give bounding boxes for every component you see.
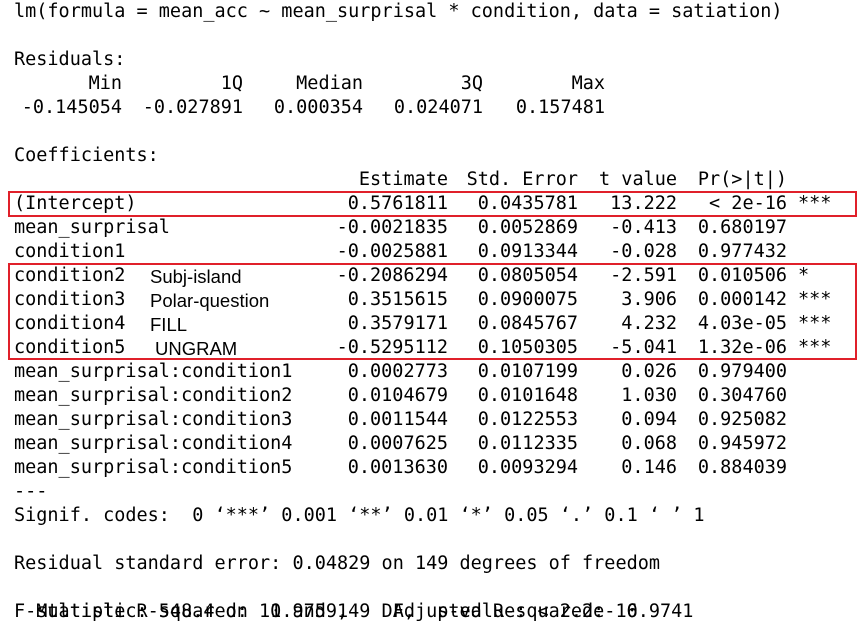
coefficient-estimate: 0.0104679 (347, 385, 448, 406)
condition-annotation: Subj-island (150, 266, 242, 287)
coefficient-std-error: 0.0805054 (477, 265, 578, 286)
residuals-header-cell: 1Q (220, 73, 243, 94)
coefficient-p-value: 0.010506 (697, 265, 787, 286)
coefficient-p-value: 0.884039 (697, 457, 787, 478)
coefficient-name: mean_surprisal:condition1 (14, 361, 293, 382)
coefficient-t-value: 3.906 (621, 289, 677, 310)
coefficient-t-value: -0.028 (610, 241, 677, 262)
coefficient-std-error: 0.0093294 (477, 457, 578, 478)
residuals-value-cell: -0.027891 (142, 97, 243, 118)
coefficients-header-cell: Pr(>|t|) (697, 169, 787, 190)
coefficient-std-error: 0.1050305 (477, 337, 578, 358)
coefficient-t-value: -5.041 (610, 337, 677, 358)
residuals-value-cell: -0.145054 (21, 97, 122, 118)
coefficient-std-error: 0.0913344 (477, 241, 578, 262)
residuals-title: Residuals: (14, 49, 126, 70)
coefficient-estimate: -0.0025881 (336, 241, 448, 262)
coefficient-std-error: 0.0435781 (477, 193, 578, 214)
conditions-highlight-box (8, 263, 857, 360)
coefficients-header-cell: Estimate (358, 169, 448, 190)
coefficient-t-value: 0.026 (621, 361, 677, 382)
coefficient-estimate: 0.0011544 (347, 409, 448, 430)
coefficient-name: (Intercept) (14, 193, 137, 214)
significance-stars: *** (798, 313, 832, 334)
coefficient-std-error: 0.0845767 (477, 313, 578, 334)
coefficient-std-error: 0.0052869 (477, 217, 578, 238)
condition-annotation: Polar-question (150, 290, 270, 311)
coefficient-name: condition2 (14, 265, 126, 286)
coefficient-t-value: 1.030 (621, 385, 677, 406)
f-statistic: F-statistic: 548.4 on 11 and 149 DF, p-v… (14, 601, 638, 622)
coefficient-p-value: < 2e-16 (709, 193, 787, 214)
residuals-value-cell: 0.000354 (273, 97, 363, 118)
significance-stars: *** (798, 337, 832, 358)
coefficient-estimate: 0.3515615 (347, 289, 448, 310)
coefficient-name: condition3 (14, 289, 126, 310)
coefficient-p-value: 0.680197 (697, 217, 787, 238)
coefficient-p-value: 0.977432 (697, 241, 787, 262)
coefficient-name: condition4 (14, 313, 126, 334)
coefficient-estimate: -0.2086294 (336, 265, 448, 286)
coefficient-estimate: -0.0021835 (336, 217, 448, 238)
r-squared: Multiple R-squared: 0.9759, Adjusted R-s… (14, 576, 693, 622)
r-squared-text: Multiple R-squared: 0.9759, Adjusted R-s… (36, 601, 694, 622)
coefficient-name: condition1 (14, 241, 126, 262)
coefficient-std-error: 0.0112335 (477, 433, 578, 454)
coefficient-estimate: 0.0013630 (347, 457, 448, 478)
coefficient-std-error: 0.0122553 (477, 409, 578, 430)
coefficient-std-error: 0.0107199 (477, 361, 578, 382)
residuals-header-cell: Max (571, 73, 605, 94)
residuals-header-cell: Median (296, 73, 363, 94)
coefficient-p-value: 4.03e-05 (697, 313, 787, 334)
model-call: lm(formula = mean_acc ~ mean_surprisal *… (14, 1, 783, 22)
coefficient-t-value: 13.222 (610, 193, 677, 214)
significance-stars: *** (798, 289, 832, 310)
significance-stars: *** (798, 193, 832, 214)
coefficients-header-cell: t value (599, 169, 677, 190)
coefficient-std-error: 0.0900075 (477, 289, 578, 310)
coefficient-name: condition5 (14, 337, 126, 358)
coefficient-estimate: -0.5295112 (336, 337, 448, 358)
coefficient-t-value: 0.068 (621, 433, 677, 454)
coefficient-name: mean_surprisal:condition3 (14, 409, 293, 430)
coefficients-title: Coefficients: (14, 145, 159, 166)
coefficient-estimate: 0.5761811 (347, 193, 448, 214)
residuals-value-cell: 0.157481 (515, 97, 605, 118)
condition-annotation: UNGRAM (155, 338, 238, 359)
coefficients-header-cell: Std. Error (466, 169, 578, 190)
residuals-header-cell: 3Q (460, 73, 483, 94)
coefficient-name: mean_surprisal (14, 217, 170, 238)
coefficient-p-value: 0.945972 (697, 433, 787, 454)
coefficient-estimate: 0.0002773 (347, 361, 448, 382)
coefficient-t-value: -2.591 (610, 265, 677, 286)
intercept-highlight-box (8, 191, 857, 217)
coefficient-name: mean_surprisal:condition5 (14, 457, 293, 478)
residuals-header-cell: Min (88, 73, 122, 94)
separator: --- (14, 481, 48, 502)
coefficient-t-value: -0.413 (610, 217, 677, 238)
signif-codes: Signif. codes: 0 ‘***’ 0.001 ‘**’ 0.01 ‘… (14, 505, 705, 526)
coefficient-p-value: 0.925082 (697, 409, 787, 430)
condition-annotation: FILL (150, 314, 188, 335)
coefficient-name: mean_surprisal:condition2 (14, 385, 293, 406)
coefficient-name: mean_surprisal:condition4 (14, 433, 293, 454)
residual-standard-error: Residual standard error: 0.04829 on 149 … (14, 553, 661, 574)
significance-stars: * (798, 265, 810, 286)
coefficient-t-value: 4.232 (621, 313, 677, 334)
coefficient-estimate: 0.0007625 (347, 433, 448, 454)
coefficient-p-value: 0.000142 (697, 289, 787, 310)
coefficient-p-value: 0.304760 (697, 385, 787, 406)
coefficient-p-value: 0.979400 (697, 361, 787, 382)
coefficient-p-value: 1.32e-06 (697, 337, 787, 358)
coefficient-estimate: 0.3579171 (347, 313, 448, 334)
residuals-value-cell: 0.024071 (393, 97, 483, 118)
coefficient-std-error: 0.0101648 (477, 385, 578, 406)
coefficient-t-value: 0.094 (621, 409, 677, 430)
coefficient-t-value: 0.146 (621, 457, 677, 478)
